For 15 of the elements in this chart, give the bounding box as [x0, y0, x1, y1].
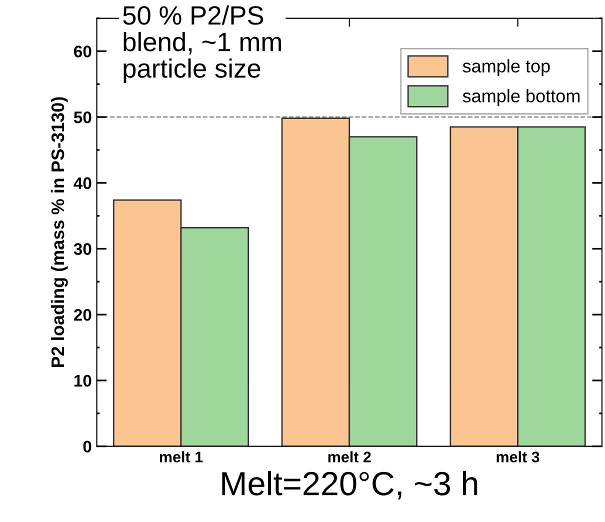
legend-label: sample bottom: [462, 89, 580, 106]
y-tick-label: 10: [74, 374, 92, 387]
y-tick-label: 60: [74, 46, 92, 58]
y-tick-label: 30: [74, 243, 92, 255]
y-tick-label: 50: [74, 111, 92, 124]
y-axis-title: P2 loading (mass % in PS-3130): [50, 97, 68, 368]
y-tick-label: 20: [74, 309, 92, 321]
x-tick-label: melt 3: [496, 451, 540, 462]
x-tick-label: melt 2: [328, 451, 371, 462]
y-tick-label: 0: [83, 440, 92, 453]
x-tick-label: melt 1: [160, 451, 203, 462]
legend-label: sample top: [462, 59, 550, 76]
x-axis-title: Melt=220°C, ~3 h: [222, 470, 478, 500]
y-tick-label: 40: [74, 177, 92, 190]
annotation: 50 % P2/PS blend, ~1 mm particle size: [123, 5, 281, 84]
